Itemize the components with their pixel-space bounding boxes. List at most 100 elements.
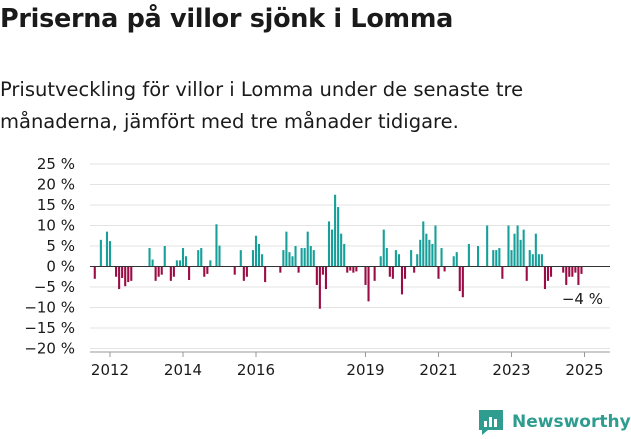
y-tick-label: 25 %	[37, 155, 75, 173]
bar	[297, 266, 300, 273]
bar	[413, 266, 416, 273]
bar	[254, 235, 258, 267]
bar	[115, 266, 118, 277]
bar	[428, 239, 431, 267]
bar	[309, 246, 312, 267]
bar	[160, 266, 163, 275]
bar	[285, 231, 288, 267]
bar	[215, 224, 218, 267]
bar	[108, 241, 112, 267]
bar	[184, 256, 188, 267]
bar	[340, 233, 343, 267]
bar	[549, 266, 553, 277]
bar	[294, 246, 297, 267]
y-tick-label: 10 %	[37, 217, 75, 235]
y-tick-label: 20 %	[37, 176, 75, 194]
bar	[467, 243, 470, 267]
bars	[93, 194, 583, 309]
bar	[525, 266, 528, 281]
bar	[452, 256, 455, 267]
bar	[577, 266, 580, 285]
bar	[233, 266, 236, 275]
bar	[367, 266, 370, 302]
bar	[562, 266, 565, 273]
bar	[251, 250, 255, 267]
bar	[288, 252, 291, 267]
bar	[188, 266, 191, 281]
x-tick-label: 2012	[91, 361, 129, 379]
y-tick-label: 5 %	[46, 237, 75, 255]
bar	[121, 266, 124, 278]
y-tick-label: 0 %	[46, 258, 75, 276]
bar	[565, 266, 568, 285]
bar	[346, 266, 349, 273]
bar	[172, 266, 175, 277]
x-tick-label: 2023	[492, 361, 530, 379]
bar	[127, 266, 130, 283]
bar	[324, 266, 328, 290]
bar	[200, 248, 203, 267]
bar	[388, 266, 391, 277]
bar	[327, 221, 331, 267]
y-tick-label: −20 %	[24, 340, 75, 358]
bar	[495, 250, 498, 267]
bar	[306, 231, 309, 267]
bar	[312, 250, 315, 267]
bar	[568, 266, 571, 277]
x-tick-label: 2016	[237, 361, 275, 379]
bar	[574, 266, 577, 273]
bar	[458, 266, 461, 292]
bar	[130, 266, 133, 281]
bar	[181, 248, 185, 267]
bar	[498, 248, 501, 267]
bar	[580, 266, 583, 274]
bar	[334, 194, 337, 267]
chart-subtitle: Prisutveckling för villor i Lomma under …	[0, 78, 524, 133]
x-tick-label: 2021	[419, 361, 457, 379]
bar	[422, 221, 425, 267]
bar	[169, 266, 172, 281]
bar	[242, 266, 245, 281]
bar	[218, 245, 221, 267]
bar	[440, 248, 443, 267]
bar	[245, 266, 248, 277]
bar	[571, 266, 574, 277]
bar	[261, 254, 264, 267]
bar	[321, 266, 324, 275]
bar	[476, 246, 480, 267]
bar	[239, 250, 242, 267]
newsworthy-chart-icon	[479, 410, 503, 435]
bar	[382, 229, 385, 267]
bar	[282, 250, 285, 267]
bar	[416, 254, 419, 267]
bar	[373, 266, 376, 281]
bar	[355, 266, 358, 272]
bar	[178, 260, 182, 267]
bar	[303, 248, 306, 267]
bar	[425, 233, 428, 267]
bar	[537, 254, 540, 267]
bar	[352, 266, 355, 273]
chart-title: Priserna på villor sjönk i Lomma	[0, 4, 454, 34]
bar	[209, 260, 212, 267]
bar	[349, 266, 352, 271]
bar	[93, 266, 96, 279]
bar	[315, 266, 318, 285]
bar	[443, 266, 446, 272]
bar	[175, 260, 178, 267]
bar	[318, 266, 321, 309]
bar	[501, 266, 504, 279]
bar	[300, 248, 303, 267]
bar	[257, 243, 261, 267]
bar	[400, 266, 404, 295]
bar	[410, 250, 413, 267]
bar	[437, 266, 440, 279]
bar	[394, 250, 397, 267]
bar	[385, 248, 388, 267]
bar	[291, 256, 294, 267]
bar	[157, 266, 160, 277]
newsworthy-wordmark: Newsworthy	[512, 412, 631, 432]
bar	[546, 266, 550, 281]
bar	[434, 225, 437, 267]
x-tick-label: 2014	[164, 361, 202, 379]
